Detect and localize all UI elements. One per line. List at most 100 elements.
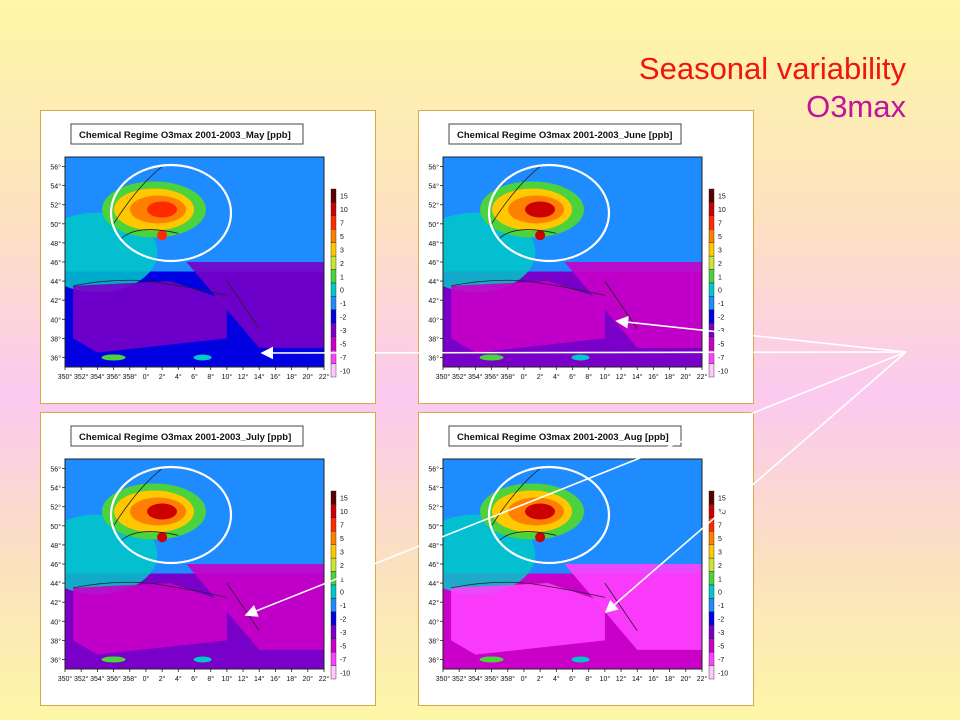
x-tick-label: 2°: [537, 373, 544, 381]
colorbar-swatch: [708, 571, 715, 586]
colorbar-label: 15: [718, 496, 726, 503]
x-tick-label: 358°: [123, 675, 138, 683]
colorbar-label: 3: [718, 549, 722, 556]
colorbar-swatch: [708, 336, 715, 351]
colorbar-swatch: [330, 229, 337, 243]
coast-streak: [571, 656, 590, 663]
colorbar-label: -2: [340, 617, 346, 624]
x-tick-label: 4°: [175, 373, 182, 381]
x-tick-label: 16°: [270, 675, 281, 683]
paris-spot: [535, 230, 546, 241]
x-tick-label: 16°: [648, 373, 659, 381]
colorbar-label: 15: [340, 194, 348, 201]
x-tick-label: 22°: [697, 373, 708, 381]
colorbar-label: 3: [340, 549, 344, 556]
y-tick-label: 36°: [50, 656, 61, 664]
y-tick-label: 48°: [428, 240, 439, 248]
x-tick-label: 8°: [207, 675, 214, 683]
colorbar-swatch: [708, 504, 715, 519]
x-tick-label: 354°: [90, 373, 105, 381]
colorbar-swatch: [708, 309, 715, 324]
chart-title: Chemical Regime O3max 2001-2003_Aug [ppb…: [457, 432, 669, 443]
colorbar-label: -3: [718, 328, 724, 335]
coast-streak: [193, 656, 212, 663]
x-tick-label: 12°: [616, 675, 627, 683]
y-tick-label: 40°: [50, 316, 61, 324]
colorbar-label: -2: [340, 315, 346, 322]
x-tick-label: 354°: [90, 675, 105, 683]
colorbar-swatch: [330, 363, 337, 378]
x-tick-label: 12°: [616, 373, 627, 381]
colorbar-swatch: [708, 651, 715, 666]
x-tick-label: 16°: [270, 373, 281, 381]
x-tick-label: 356°: [484, 373, 499, 381]
chart-title: Chemical Regime O3max 2001-2003_July [pp…: [79, 432, 291, 443]
x-tick-label: 8°: [585, 373, 592, 381]
x-tick-label: 354°: [468, 675, 483, 683]
colorbar-label: 10: [340, 509, 348, 516]
x-tick-label: 20°: [681, 675, 692, 683]
y-tick-label: 46°: [428, 259, 439, 267]
colorbar-label: 2: [340, 563, 344, 570]
colorbar-label: 2: [718, 261, 722, 268]
x-tick-label: 22°: [697, 675, 708, 683]
map-italy-region: [186, 262, 324, 348]
colorbar-swatch: [330, 309, 337, 324]
x-tick-label: 356°: [106, 675, 121, 683]
y-tick-label: 40°: [50, 618, 61, 626]
y-tick-label: 38°: [428, 637, 439, 645]
paris-spot: [157, 532, 168, 543]
colorbar-label: -10: [718, 368, 728, 375]
x-tick-label: 6°: [569, 373, 576, 381]
colorbar-swatch: [330, 517, 337, 532]
y-tick-label: 48°: [50, 240, 61, 248]
coast-streak: [479, 656, 504, 663]
y-tick-label: 44°: [50, 278, 61, 286]
colorbar-label: 5: [340, 234, 344, 241]
colorbar-swatch: [330, 665, 337, 680]
map-svg: Chemical Regime O3max 2001-2003_May [ppb…: [50, 123, 350, 381]
map-svg: Chemical Regime O3max 2001-2003_July [pp…: [50, 425, 350, 683]
x-tick-label: 350°: [58, 675, 73, 683]
x-tick-label: 354°: [468, 373, 483, 381]
colorbar-swatch: [708, 625, 715, 639]
colorbar-label: -7: [340, 355, 346, 362]
colorbar-label: -10: [340, 368, 350, 375]
y-tick-label: 50°: [50, 523, 61, 531]
x-tick-label: 12°: [238, 675, 249, 683]
y-tick-label: 38°: [428, 335, 439, 343]
y-tick-label: 42°: [428, 297, 439, 305]
x-tick-label: 0°: [143, 675, 150, 683]
colorbar-swatch: [330, 282, 337, 297]
x-tick-label: 16°: [648, 675, 659, 683]
colorbar-swatch: [708, 282, 715, 297]
colorbar-swatch: [708, 296, 715, 311]
x-tick-label: 8°: [585, 675, 592, 683]
colorbar-swatch: [330, 296, 337, 311]
x-tick-label: 350°: [436, 675, 451, 683]
colorbar-swatch: [708, 638, 715, 653]
map-panel-may: Chemical Regime O3max 2001-2003_May [ppb…: [40, 110, 376, 404]
y-tick-label: 56°: [50, 164, 61, 172]
y-tick-label: 56°: [428, 164, 439, 172]
x-tick-label: 10°: [222, 373, 233, 381]
colorbar-label: -10: [340, 670, 350, 677]
x-tick-label: 4°: [553, 675, 560, 683]
colorbar-swatch: [330, 336, 337, 351]
colorbar-label: -3: [340, 328, 346, 335]
colorbar-swatch: [708, 665, 715, 680]
x-tick-label: 2°: [537, 675, 544, 683]
colorbar-label: 0: [718, 288, 722, 295]
colorbar-label: 2: [718, 563, 722, 570]
y-tick-label: 36°: [50, 354, 61, 362]
highlight-ellipse: [487, 163, 611, 263]
y-tick-label: 48°: [50, 542, 61, 550]
map-iberia-region: [73, 281, 227, 353]
colorbar-label: -7: [340, 657, 346, 664]
x-tick-label: 6°: [191, 373, 198, 381]
y-tick-label: 52°: [428, 202, 439, 210]
x-tick-label: 352°: [452, 373, 467, 381]
slide-title: Seasonal variability O3max: [639, 50, 906, 126]
hotspot-core: [147, 503, 178, 520]
colorbar-swatch: [330, 323, 337, 337]
